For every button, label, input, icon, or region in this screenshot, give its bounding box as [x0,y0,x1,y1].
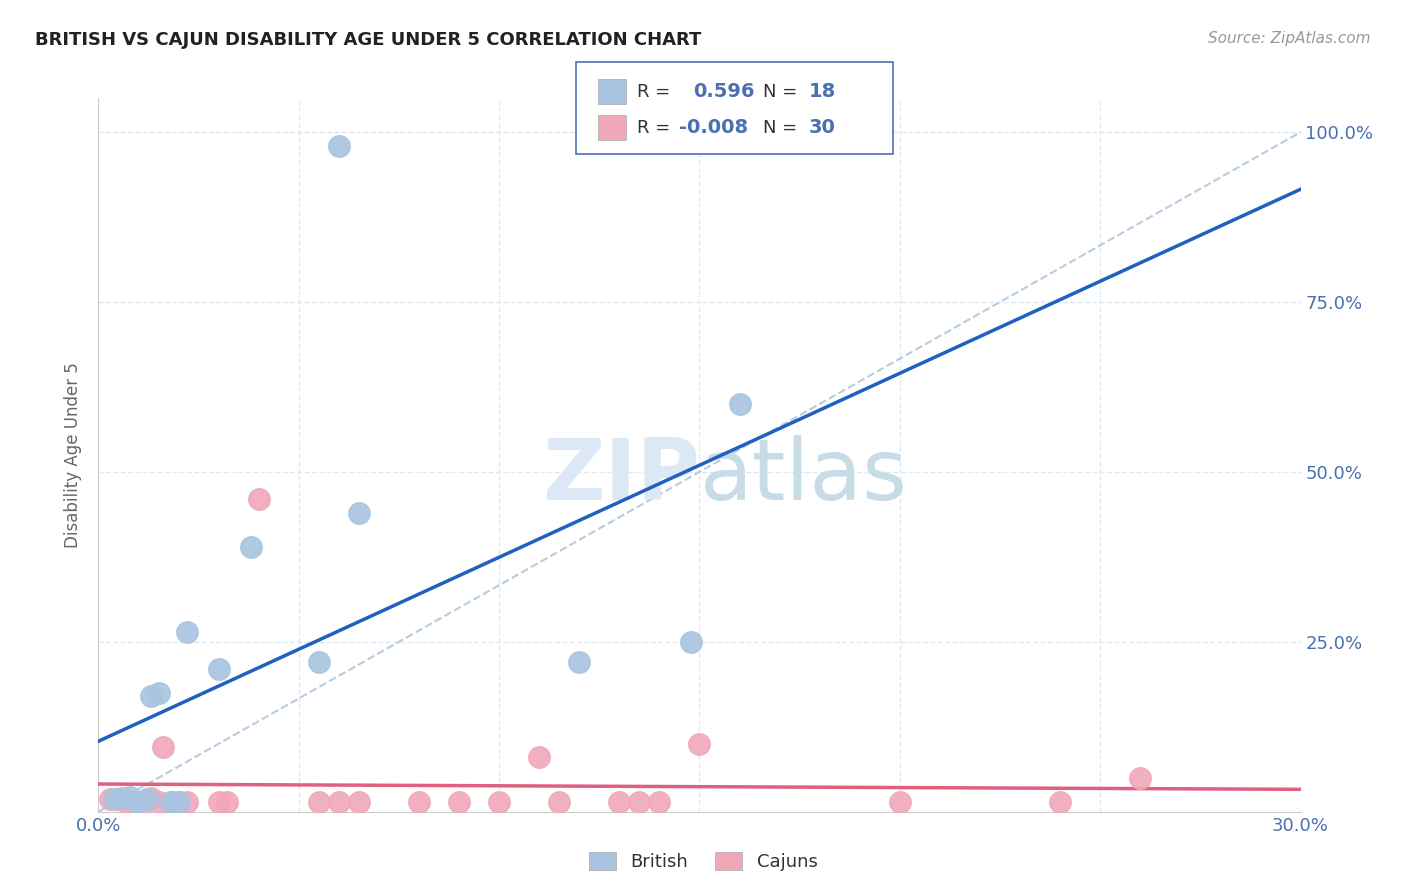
Point [609,795,631,809]
Point [728,397,751,411]
Text: 0.596: 0.596 [693,82,755,102]
Point [328,795,350,809]
Point [328,138,350,153]
Point [152,740,174,755]
Point [347,506,370,520]
Point [239,540,262,554]
Text: ZIP: ZIP [541,434,700,518]
Point [408,795,430,809]
Text: 18: 18 [808,82,835,102]
Point [568,655,591,669]
Point [128,795,150,809]
Point [111,791,134,805]
Text: BRITISH VS CAJUN DISABILITY AGE UNDER 5 CORRELATION CHART: BRITISH VS CAJUN DISABILITY AGE UNDER 5 … [35,31,702,49]
Point [529,750,551,764]
Point [115,795,138,809]
Point [107,792,129,806]
Point [103,792,125,806]
Point [135,792,157,806]
Text: Source: ZipAtlas.com: Source: ZipAtlas.com [1208,31,1371,46]
Point [247,492,270,507]
Point [628,795,651,809]
Point [488,795,510,809]
Point [167,795,190,809]
Point [215,795,238,809]
Point [159,795,181,809]
Point [148,686,170,700]
Point [100,792,122,806]
Text: R =: R = [637,119,676,136]
Point [148,795,170,809]
Legend: British, Cajuns: British, Cajuns [582,845,824,879]
Point [648,795,671,809]
Point [128,795,150,809]
Point [139,791,162,805]
Point [1129,771,1152,785]
Point [347,795,370,809]
Text: R =: R = [637,83,682,101]
Point [308,655,330,669]
Text: atlas: atlas [700,434,907,518]
Point [1049,795,1071,809]
Point [120,789,142,804]
Point [139,689,162,703]
Point [208,795,231,809]
Point [548,795,571,809]
Point [681,635,703,649]
Point [131,797,153,812]
Point [176,624,198,639]
Text: -0.008: -0.008 [679,118,748,137]
Point [176,795,198,809]
Text: N =: N = [763,83,803,101]
Text: N =: N = [763,119,803,136]
Y-axis label: Disability Age Under 5: Disability Age Under 5 [65,362,83,548]
Point [308,795,330,809]
Point [167,795,190,809]
Point [689,737,711,751]
Point [447,795,470,809]
Text: 30: 30 [808,118,835,137]
Point [208,662,231,676]
Point [120,795,142,809]
Point [889,795,911,809]
Point [159,795,181,809]
